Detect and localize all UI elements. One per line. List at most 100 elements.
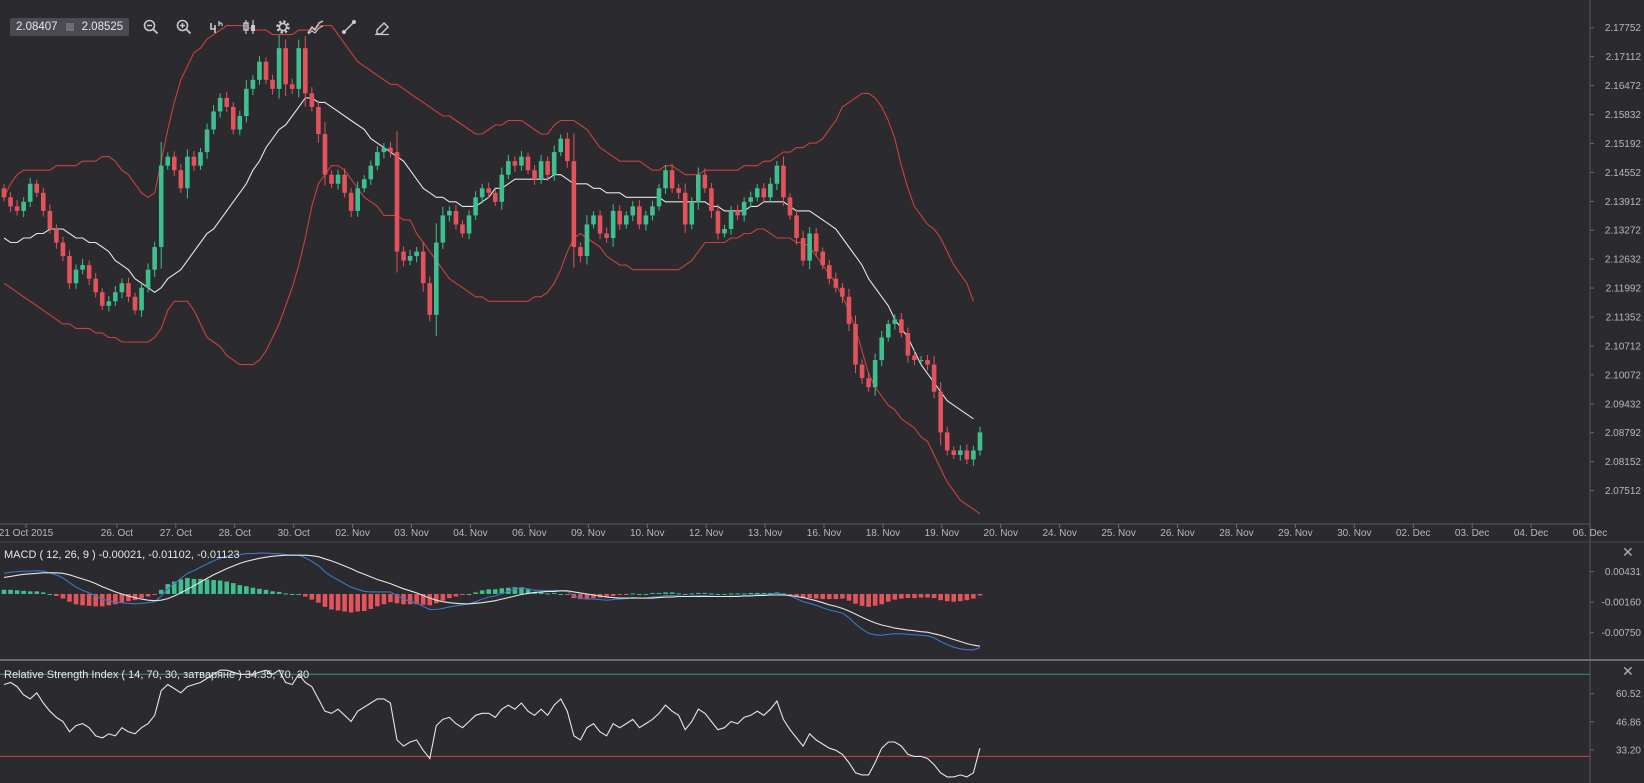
macd-histogram-bar bbox=[8, 589, 13, 594]
zoom-out-icon[interactable] bbox=[140, 16, 162, 38]
candle bbox=[885, 319, 891, 342]
candle bbox=[309, 87, 315, 112]
macd-histogram-bar bbox=[682, 593, 688, 595]
rsi-tick-label: 33.20 bbox=[1616, 745, 1641, 756]
time-tick-label: 10. Nov bbox=[630, 528, 664, 539]
candle bbox=[584, 215, 590, 265]
candle bbox=[892, 314, 898, 330]
candle-body bbox=[794, 215, 799, 239]
candle-body bbox=[879, 337, 884, 361]
close-macd-icon[interactable]: ✕ bbox=[1622, 544, 1634, 560]
macd-histogram-bar bbox=[414, 593, 419, 605]
candle bbox=[558, 134, 564, 157]
macd-histogram-bar bbox=[492, 589, 498, 594]
candle-body bbox=[827, 265, 832, 279]
candle bbox=[486, 182, 491, 198]
candle-body bbox=[106, 301, 112, 306]
candle bbox=[27, 178, 33, 208]
macd-histogram-bar bbox=[361, 593, 367, 612]
candle-body bbox=[840, 287, 845, 297]
indicators-icon[interactable] bbox=[305, 16, 327, 38]
candle bbox=[506, 154, 511, 180]
ask-price: 2.08525 bbox=[81, 21, 124, 33]
candle bbox=[761, 183, 767, 204]
macd-histogram-bar bbox=[820, 593, 826, 600]
candle bbox=[303, 36, 308, 107]
drawing-icon[interactable] bbox=[338, 16, 360, 38]
macd-histogram-bar bbox=[938, 593, 943, 601]
candle bbox=[519, 150, 524, 171]
macd-histogram-bar bbox=[126, 593, 131, 602]
candle bbox=[944, 426, 950, 456]
time-tick-label: 30. Nov bbox=[1337, 528, 1371, 539]
price-panel[interactable] bbox=[1, 25, 983, 515]
candle bbox=[172, 151, 177, 176]
price-tick-label: 2.07512 bbox=[1605, 486, 1642, 497]
zoom-in-icon[interactable] bbox=[173, 16, 195, 38]
time-tick-label: 26. Nov bbox=[1160, 528, 1194, 539]
candle-body bbox=[434, 242, 439, 315]
candle-body bbox=[565, 138, 570, 162]
macd-histogram-bar bbox=[54, 593, 59, 597]
rsi-label: Relative Strength Index ( 14, 70, 30, за… bbox=[4, 669, 310, 681]
candle-body bbox=[80, 265, 85, 270]
candle-body bbox=[93, 278, 98, 293]
macd-histogram-bar bbox=[669, 592, 675, 594]
candle bbox=[375, 145, 380, 171]
settings-icon[interactable] bbox=[272, 16, 294, 38]
macd-histogram-bar bbox=[394, 593, 400, 604]
candle-body bbox=[885, 323, 891, 338]
rsi-panel[interactable] bbox=[0, 669, 1590, 778]
timeframe-icon[interactable] bbox=[206, 16, 228, 38]
macd-histogram-bar bbox=[899, 593, 904, 599]
macd-histogram-bar bbox=[840, 593, 845, 599]
candle bbox=[440, 206, 446, 249]
time-tick-label: 19. Nov bbox=[925, 528, 959, 539]
candle-body bbox=[217, 97, 223, 112]
candle-body bbox=[532, 170, 537, 180]
time-tick-label: 13. Nov bbox=[748, 528, 782, 539]
macd-histogram-bar bbox=[958, 593, 963, 602]
time-axis[interactable]: 21 Oct 2015 26. Oct 27. Oct 28. Oct 30. Oct 0… bbox=[0, 524, 1607, 539]
macd-histogram-bar bbox=[309, 593, 315, 600]
macd-histogram-bar bbox=[322, 593, 328, 607]
price-axis[interactable]: 2.17752 2.17112 2.16472 2.15832 2.15192 2.145… bbox=[1590, 23, 1641, 756]
candle bbox=[460, 220, 465, 238]
candle-type-icon[interactable] bbox=[239, 16, 261, 38]
close-rsi-icon[interactable]: ✕ bbox=[1622, 663, 1634, 679]
macd-histogram-bar bbox=[375, 593, 380, 607]
candle bbox=[807, 227, 812, 270]
price-tick-label: 2.17752 bbox=[1605, 23, 1642, 34]
price-tick-label: 2.15832 bbox=[1605, 110, 1642, 121]
candle-body bbox=[388, 147, 393, 153]
price-tick-label: 2.11992 bbox=[1606, 284, 1642, 295]
time-tick-label: 09. Nov bbox=[571, 528, 605, 539]
candle-body bbox=[866, 378, 871, 388]
candle bbox=[191, 150, 197, 171]
candle bbox=[682, 183, 688, 233]
time-tick-label: 28. Nov bbox=[1219, 528, 1253, 539]
candle-body bbox=[348, 192, 354, 211]
macd-histogram-bar bbox=[925, 593, 930, 598]
macd-histogram-bar bbox=[80, 593, 85, 606]
eraser-icon[interactable] bbox=[371, 16, 393, 38]
macd-histogram-bar bbox=[892, 593, 898, 600]
candle bbox=[34, 179, 40, 197]
macd-histogram-bar bbox=[427, 593, 433, 606]
candle-body bbox=[178, 170, 184, 189]
macd-histogram-bar bbox=[342, 593, 347, 612]
time-tick-label: 20. Nov bbox=[984, 528, 1018, 539]
candle bbox=[473, 191, 478, 221]
candle-body bbox=[696, 174, 701, 202]
candle bbox=[656, 184, 662, 211]
candle-body bbox=[525, 156, 531, 171]
macd-panel[interactable] bbox=[1, 552, 983, 651]
time-tick-label: 02. Dec bbox=[1396, 528, 1430, 539]
candle-body bbox=[165, 156, 171, 166]
candle-body bbox=[440, 215, 446, 243]
candle bbox=[977, 426, 983, 456]
candle-body bbox=[139, 287, 144, 311]
candle bbox=[8, 192, 13, 213]
price-tick-label: 2.12632 bbox=[1605, 255, 1642, 266]
